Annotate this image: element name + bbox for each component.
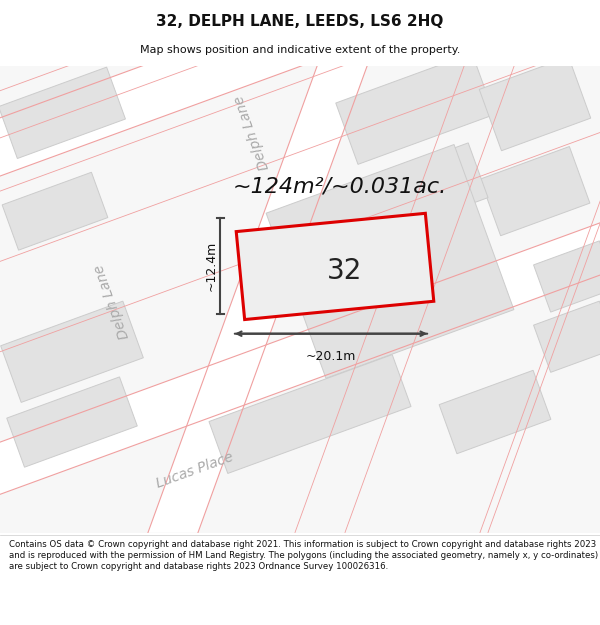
Polygon shape (209, 354, 411, 474)
Polygon shape (480, 146, 590, 236)
Text: Map shows position and indicative extent of the property.: Map shows position and indicative extent… (140, 44, 460, 54)
Text: ~20.1m: ~20.1m (306, 350, 356, 362)
Polygon shape (1, 301, 143, 402)
Polygon shape (0, 67, 125, 159)
Text: Delph Lane: Delph Lane (92, 262, 132, 341)
Text: Delph Lane: Delph Lane (232, 94, 272, 172)
Text: ~12.4m: ~12.4m (205, 241, 218, 291)
Polygon shape (148, 66, 367, 532)
Polygon shape (479, 57, 591, 151)
Polygon shape (332, 143, 488, 248)
Polygon shape (0, 66, 600, 532)
Polygon shape (2, 173, 108, 250)
Text: 32, DELPH LANE, LEEDS, LS6 2HQ: 32, DELPH LANE, LEEDS, LS6 2HQ (157, 14, 443, 29)
Polygon shape (533, 241, 600, 312)
Text: ~124m²/~0.031ac.: ~124m²/~0.031ac. (233, 176, 447, 196)
Polygon shape (0, 223, 600, 494)
Text: Contains OS data © Crown copyright and database right 2021. This information is : Contains OS data © Crown copyright and d… (9, 540, 598, 571)
Polygon shape (266, 144, 514, 378)
Text: 32: 32 (328, 258, 362, 286)
Polygon shape (236, 213, 434, 319)
Polygon shape (7, 377, 137, 468)
Polygon shape (533, 301, 600, 372)
Polygon shape (439, 371, 551, 454)
Polygon shape (336, 53, 494, 164)
Text: Lucas Place: Lucas Place (154, 450, 236, 491)
Polygon shape (0, 0, 600, 176)
